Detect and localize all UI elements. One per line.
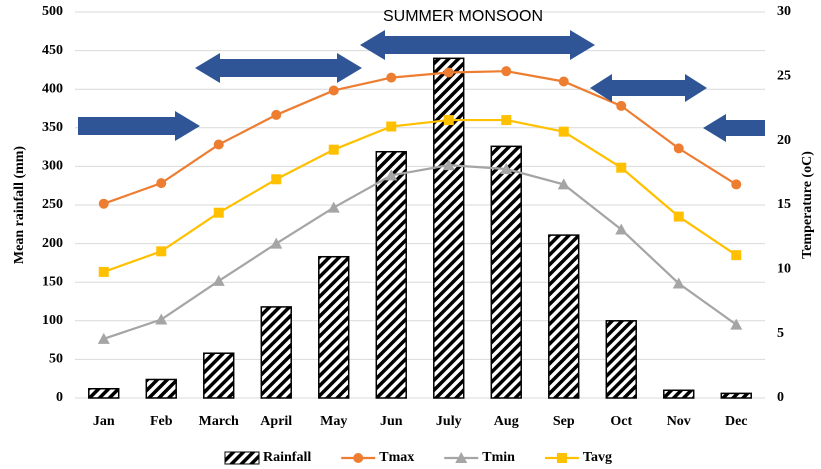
legend-label: Tavg: [583, 450, 612, 465]
y-tick-label: 100: [42, 313, 63, 328]
marker: [442, 159, 455, 171]
marker: [616, 100, 627, 111]
marker: [270, 237, 283, 249]
x-tick-label: Oct: [610, 414, 632, 429]
bar: [720, 392, 752, 399]
marker: [97, 332, 110, 344]
x-tick-label: May: [320, 414, 347, 429]
arrow: [360, 30, 595, 60]
y-tick-label: 200: [42, 236, 63, 251]
y-tick-label: 350: [42, 120, 63, 135]
marker: [327, 201, 340, 213]
x-tick-label: March: [199, 414, 239, 429]
line: [103, 118, 737, 273]
x-tick-label: Feb: [150, 414, 173, 429]
marker: [616, 162, 627, 173]
marker: [443, 115, 454, 126]
marker: [731, 250, 742, 261]
y2-tick-label: 5: [777, 326, 784, 341]
y2-axis-label: Temperature (oC): [800, 151, 815, 259]
marker: [328, 85, 339, 96]
marker: [386, 121, 397, 132]
marker: [558, 126, 569, 137]
marker: [501, 115, 512, 126]
bar: [663, 389, 695, 399]
marker: [155, 313, 168, 325]
bar: [375, 150, 407, 399]
y2-tick-label: 10: [777, 262, 791, 277]
x-tick-label: Dec: [725, 414, 748, 429]
legend-label: Tmax: [379, 450, 414, 465]
bar: [548, 234, 580, 399]
x-tick-label: Jan: [93, 414, 115, 429]
marker: [271, 174, 282, 185]
bar: [203, 352, 235, 399]
y-tick-label: 50: [49, 352, 63, 367]
marker: [271, 109, 282, 120]
arrow: [195, 53, 362, 83]
x-tick-label: April: [260, 414, 292, 429]
bar: [605, 320, 637, 399]
marker: [731, 179, 742, 190]
y-tick-label: 300: [42, 159, 63, 174]
bar: [318, 255, 350, 399]
arrow: [78, 111, 200, 141]
x-tick-label: Sep: [553, 414, 575, 429]
marker: [672, 277, 685, 289]
marker: [98, 198, 109, 209]
bar: [88, 387, 120, 399]
y-tick-label: 400: [42, 81, 63, 96]
y-tick-label: 150: [42, 274, 63, 289]
line: [103, 164, 737, 340]
legend-marker: [353, 453, 364, 463]
marker: [386, 72, 397, 83]
marker: [213, 207, 224, 218]
legend-swatch: [224, 451, 260, 465]
bar: [433, 57, 465, 399]
marker: [730, 318, 743, 330]
y-tick-label: 250: [42, 197, 63, 212]
x-tick-label: Jun: [380, 414, 403, 429]
annotation: SUMMER MONSOON: [383, 8, 543, 25]
y-tick-label: 450: [42, 43, 63, 58]
line: [103, 70, 737, 205]
marker: [156, 178, 167, 189]
y2-tick-label: 25: [777, 69, 791, 84]
marker: [615, 223, 628, 235]
legend-label: Tmin: [482, 450, 515, 465]
bar: [260, 306, 292, 399]
y-axis-label: Mean rainfall (mm): [12, 146, 27, 265]
marker: [501, 66, 512, 77]
marker: [212, 274, 225, 286]
bar: [145, 378, 177, 399]
arrow: [703, 114, 765, 142]
y2-tick-label: 0: [777, 390, 784, 405]
legend-label: Rainfall: [263, 450, 311, 465]
x-tick-label: Nov: [667, 414, 691, 429]
arrow: [590, 74, 707, 102]
y-tick-label: 500: [42, 4, 63, 19]
legend-marker: [556, 453, 567, 463]
y2-tick-label: 20: [777, 133, 791, 148]
marker: [558, 76, 569, 87]
arrows: [78, 30, 765, 142]
marker: [213, 139, 224, 150]
marker: [673, 211, 684, 222]
marker: [443, 67, 454, 78]
legend-marker: [455, 452, 468, 463]
marker: [557, 178, 570, 190]
marker: [328, 144, 339, 155]
y-tick-label: 0: [56, 390, 63, 405]
marker: [98, 266, 109, 277]
x-tick-label: Aug: [494, 414, 519, 429]
marker: [385, 169, 398, 181]
y2-tick-label: 15: [777, 197, 791, 212]
marker: [156, 246, 167, 257]
bar: [490, 145, 522, 399]
y2-tick-label: 30: [777, 4, 791, 19]
marker: [673, 143, 684, 154]
x-tick-label: July: [436, 414, 462, 429]
marker: [500, 162, 513, 174]
